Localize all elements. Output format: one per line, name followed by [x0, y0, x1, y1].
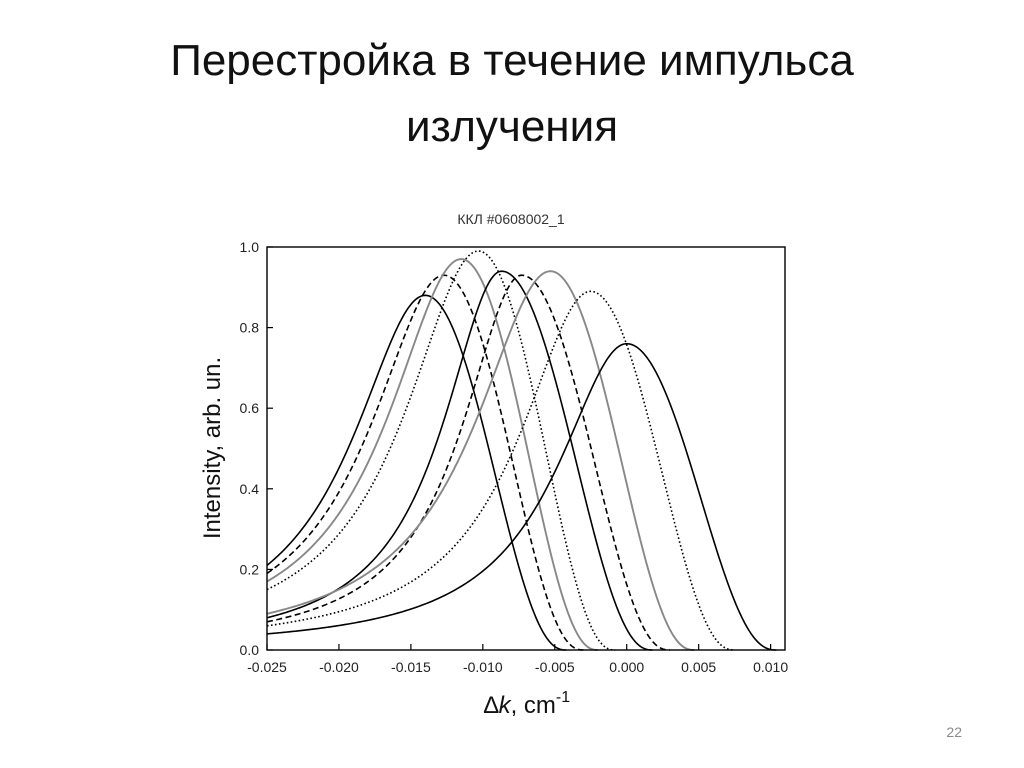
y-tick-label: 0.2	[240, 561, 260, 577]
series-line-3	[266, 258, 598, 651]
x-tick-label: -0.015	[391, 659, 431, 675]
x-tick-label: -0.020	[319, 659, 359, 675]
x-tick-label: -0.025	[247, 659, 287, 675]
y-tick-label: 0.8	[240, 320, 260, 336]
series-line-1	[266, 294, 567, 651]
chart-curves	[266, 250, 777, 651]
x-axis-label: ∆k, cm-1	[484, 689, 570, 719]
y-axis-label: Intensity, arb. un.	[199, 357, 226, 539]
y-axis-ticks: 0.0 0.2 0.4 0.6 0.8 1.0	[240, 239, 273, 658]
slide-number: 22	[946, 724, 962, 740]
x-tick-label: 0.005	[681, 659, 716, 675]
series-line-6	[266, 274, 670, 651]
x-axis-label-exponent: -1	[556, 689, 570, 706]
slide-title-line-1: Перестройка в течение импульса	[170, 36, 854, 85]
series-line-4	[266, 250, 616, 651]
slide-title-line-2: излучения	[405, 102, 619, 151]
series-line-9	[266, 342, 777, 651]
plot-frame	[266, 246, 786, 651]
series-line-2	[266, 274, 584, 651]
x-axis-ticks: -0.025 -0.020 -0.015 -0.010 -0.005 0.000 0.005…	[247, 644, 788, 675]
y-tick-label: 1.0	[240, 239, 260, 255]
x-tick-label: 0.000	[609, 659, 644, 675]
y-tick-label: 0.4	[240, 481, 260, 497]
x-axis-label-unit: , cm	[511, 692, 556, 719]
series-line-5	[266, 270, 653, 651]
x-axis-label-var: k	[499, 692, 513, 719]
y-tick-label: 0.6	[240, 400, 260, 416]
x-tick-label: 0.010	[753, 659, 788, 675]
y-tick-label: 0.0	[240, 642, 260, 658]
chart-title: ККЛ #0608002_1	[457, 211, 564, 227]
slide-title: Перестройка в течение импульса излучения	[0, 28, 1024, 160]
x-tick-label: -0.010	[463, 659, 503, 675]
x-tick-label: -0.005	[535, 659, 575, 675]
x-axis-label-symbol: ∆	[484, 692, 499, 719]
series-line-7	[266, 270, 695, 651]
